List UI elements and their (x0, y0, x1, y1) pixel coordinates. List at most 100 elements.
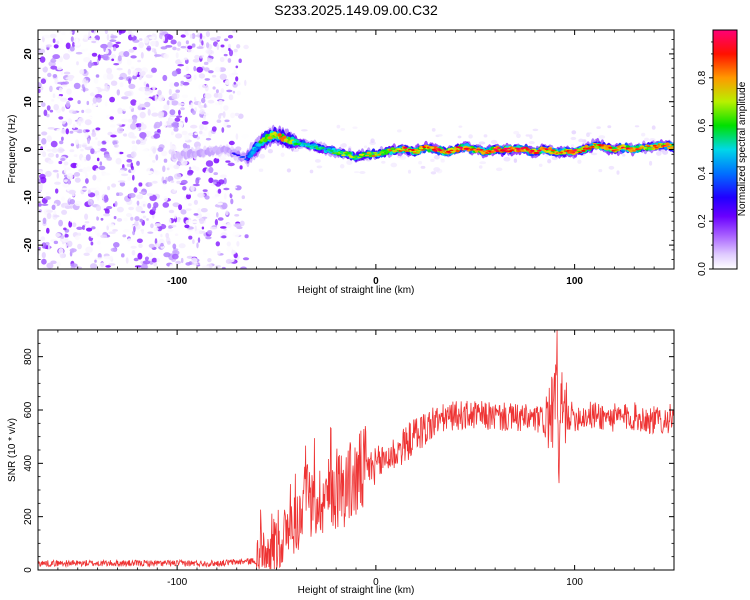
noise-speckle (108, 231, 116, 234)
noise-speckle (41, 258, 47, 265)
noise-speckle (194, 225, 197, 232)
noise-speckle (199, 55, 203, 59)
noise-speckle (215, 241, 220, 247)
noise-speckle (201, 97, 206, 104)
noise-speckle (153, 133, 161, 139)
noise-speckle (188, 132, 194, 136)
noise-speckle (226, 124, 231, 128)
track-halo-speckle (420, 165, 426, 169)
track-halo-speckle (301, 129, 308, 132)
signal-track-cell (396, 148, 401, 150)
noise-speckle (228, 140, 235, 146)
noise-speckle (43, 34, 51, 39)
noise-speckle (103, 213, 111, 217)
noise-speckle (79, 69, 85, 75)
noise-speckle (41, 242, 47, 249)
signal-track-cell (581, 149, 586, 152)
noise-speckle (127, 176, 132, 181)
noise-speckle (234, 185, 242, 191)
noise-speckle (233, 51, 238, 57)
signal-track-cell (671, 146, 674, 149)
noise-speckle (107, 186, 111, 191)
noise-speckle (85, 129, 90, 133)
signal-track-cell (573, 149, 578, 152)
noise-speckle (128, 206, 135, 211)
noise-speckle (217, 250, 221, 255)
noise-speckle (96, 157, 100, 162)
noise-speckle (61, 136, 64, 141)
noise-speckle (54, 233, 62, 237)
noise-speckle (42, 217, 47, 224)
colorbar-tick-label: 0.8 (697, 70, 708, 84)
noise-speckle (46, 209, 54, 213)
noise-speckle (47, 152, 55, 158)
noise-speckle (212, 179, 219, 183)
noise-speckle (199, 109, 205, 115)
noise-speckle (187, 59, 192, 66)
track-halo-speckle (516, 133, 521, 139)
noise-speckle (192, 58, 200, 63)
noise-speckle (61, 202, 69, 207)
track-halo-speckle (586, 132, 590, 138)
signal-track-cell (333, 150, 338, 153)
noise-speckle (73, 114, 79, 119)
noise-speckle (218, 100, 224, 105)
noise-speckle (116, 192, 120, 196)
noise-speckle (58, 37, 63, 44)
noise-speckle (114, 263, 121, 268)
signal-track-cell (411, 149, 416, 151)
noise-speckle (203, 250, 206, 256)
noise-speckle (225, 259, 232, 264)
noise-speckle (144, 91, 151, 96)
noise-speckle (39, 176, 47, 184)
noise-speckle (100, 234, 108, 239)
track-halo-speckle (571, 130, 577, 135)
noise-speckle (67, 180, 71, 185)
noise-speckle (63, 161, 69, 166)
noise-speckle (174, 233, 179, 236)
noise-speckle (117, 107, 123, 115)
signal-track-cell (594, 145, 599, 148)
noise-speckle (123, 51, 130, 57)
signal-track-cell (544, 148, 549, 150)
noise-speckle (197, 192, 205, 198)
signal-track-cell (574, 151, 580, 154)
noise-speckle (128, 48, 135, 53)
noise-speckle (65, 42, 71, 50)
noise-speckle (134, 216, 140, 222)
noise-speckle (207, 258, 212, 263)
noise-speckle (153, 48, 157, 54)
signal-track-cell (365, 154, 370, 157)
noise-speckle (102, 140, 107, 144)
noise-speckle (88, 189, 91, 194)
noise-speckle (151, 257, 158, 263)
track-halo-speckle (616, 170, 620, 175)
noise-speckle (49, 33, 57, 39)
noise-speckle (176, 217, 181, 223)
noise-speckle (201, 35, 206, 39)
noise-speckle (116, 218, 123, 222)
signal-track-cell (331, 152, 336, 154)
noise-speckle (122, 234, 127, 238)
noise-speckle (116, 89, 121, 96)
noise-speckle (103, 194, 108, 201)
noise-speckle (207, 230, 213, 235)
noise-speckle (175, 52, 179, 59)
noise-speckle (185, 262, 191, 266)
noise-speckle (207, 58, 213, 63)
noise-speckle (140, 263, 148, 269)
noise-speckle (169, 109, 176, 116)
noise-speckle (208, 166, 214, 174)
noise-speckle (78, 144, 82, 149)
noise-speckle (221, 235, 227, 239)
noise-speckle (180, 83, 183, 87)
noise-speckle (114, 256, 121, 261)
noise-speckle (197, 207, 202, 215)
noise-speckle (221, 127, 225, 133)
noise-speckle (182, 99, 186, 103)
noise-speckle (41, 252, 46, 259)
noise-speckle (96, 232, 101, 237)
noise-speckle (138, 41, 144, 49)
noise-speckle (137, 232, 142, 237)
noise-speckle (73, 154, 78, 158)
